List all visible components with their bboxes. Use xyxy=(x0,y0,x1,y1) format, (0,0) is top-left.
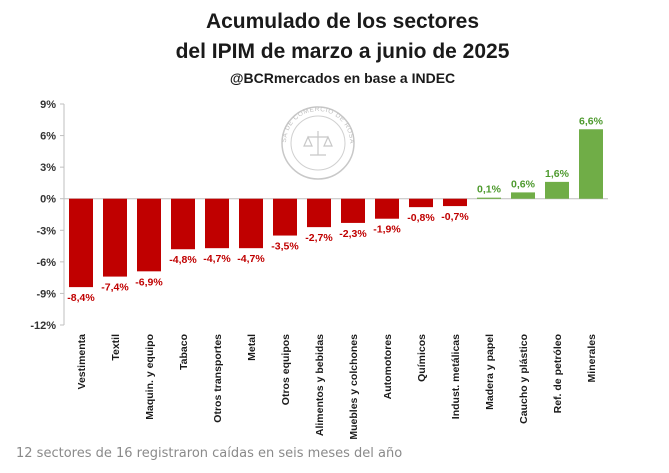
value-label: -2,7% xyxy=(305,232,333,244)
value-label: -2,3% xyxy=(339,228,367,240)
value-label: -4,7% xyxy=(237,253,265,265)
watermark-outer-ring xyxy=(281,106,355,180)
value-label: 1,6% xyxy=(545,168,570,180)
y-tick-label: 6% xyxy=(40,131,56,143)
category-label: Químicos xyxy=(416,334,428,382)
category-label: Minerales xyxy=(586,334,598,383)
chart-title: Acumulado de los sectores xyxy=(205,10,480,33)
value-label: -4,7% xyxy=(203,253,231,265)
value-label: 6,6% xyxy=(579,115,604,127)
bar xyxy=(579,129,603,199)
bar xyxy=(137,198,161,272)
bar xyxy=(171,198,195,250)
value-label: -0,8% xyxy=(407,212,435,224)
value-label: -6,9% xyxy=(135,276,163,288)
y-tick-label: -3% xyxy=(36,225,56,237)
category-label: Maquin. y equipo xyxy=(144,334,156,420)
category-label: Vestimenta xyxy=(76,334,88,390)
bar xyxy=(103,198,127,277)
value-label: 0,6% xyxy=(511,178,536,190)
bars xyxy=(69,129,603,288)
bar xyxy=(205,198,229,249)
value-label: -0,7% xyxy=(441,211,469,223)
category-label: Automotores xyxy=(382,334,394,399)
value-label: -4,8% xyxy=(169,254,197,266)
bar xyxy=(477,197,501,199)
y-tick-label: -12% xyxy=(30,320,56,332)
y-axis: 9% 6% 3% 0% -3% -6% -9% -12% xyxy=(30,99,608,332)
category-label: Muebles y colchones xyxy=(348,334,360,440)
category-label: Metal xyxy=(246,334,258,361)
bar xyxy=(545,181,569,199)
bar xyxy=(273,198,297,236)
bar xyxy=(409,198,433,208)
value-label: -7,4% xyxy=(101,282,129,294)
chart-title-line2: del IPIM de marzo a junio de 2025 xyxy=(175,40,510,63)
value-label: -1,9% xyxy=(373,224,401,236)
category-label: Caucho y plástico xyxy=(518,334,530,424)
chart-figure: Acumulado de los sectores del IPIM de ma… xyxy=(0,0,608,440)
figure-caption: 12 sectores de 16 registraron caídas en … xyxy=(16,446,403,461)
value-label: -3,5% xyxy=(271,241,299,253)
y-tick-label: -6% xyxy=(36,257,56,269)
bar xyxy=(443,198,467,207)
bar xyxy=(341,198,365,223)
category-label: Textil xyxy=(110,334,122,361)
watermark-scale-glyph xyxy=(303,131,333,156)
bar xyxy=(375,198,399,219)
y-tick-label: 9% xyxy=(40,99,56,111)
chart-subtitle: @BCRmercados en base a INDEC xyxy=(229,70,456,86)
bar-chart: BOLSA DE COMERCIO DE ROSARIO 9% 6% 3% 0% -3%… xyxy=(0,0,608,440)
y-tick-label: 0% xyxy=(40,194,56,206)
value-label: 0,1% xyxy=(477,184,502,196)
value-label: -8,4% xyxy=(67,292,95,304)
category-label: Alimentos y bebidas xyxy=(314,334,326,436)
bar xyxy=(511,192,535,199)
watermark-seal-icon: BOLSA DE COMERCIO DE ROSARIO xyxy=(0,0,355,180)
y-tick-label: -9% xyxy=(36,288,56,300)
bar xyxy=(69,198,93,288)
category-label: Madera y papel xyxy=(484,334,496,410)
category-label: Otros transportes xyxy=(212,334,224,423)
category-label: Indust. metálicas xyxy=(450,334,462,419)
category-label: Otros equipos xyxy=(280,334,292,405)
watermark-text: BOLSA DE COMERCIO DE ROSARIO xyxy=(0,0,355,144)
value-labels: -8,4% -7,4% -6,9% -4,8% -4,7% -4,7% -3,5% -2,7%… xyxy=(67,115,603,304)
category-label: Ref. de petróleo xyxy=(552,334,564,413)
category-label: Tabaco xyxy=(178,334,190,370)
category-labels: Vestimenta Textil Maquin. y equipo Tabaco Ot… xyxy=(76,334,598,440)
watermark-inner-ring xyxy=(290,115,346,171)
bar xyxy=(307,198,331,228)
bar xyxy=(239,198,263,249)
y-tick-label: 3% xyxy=(40,162,56,174)
